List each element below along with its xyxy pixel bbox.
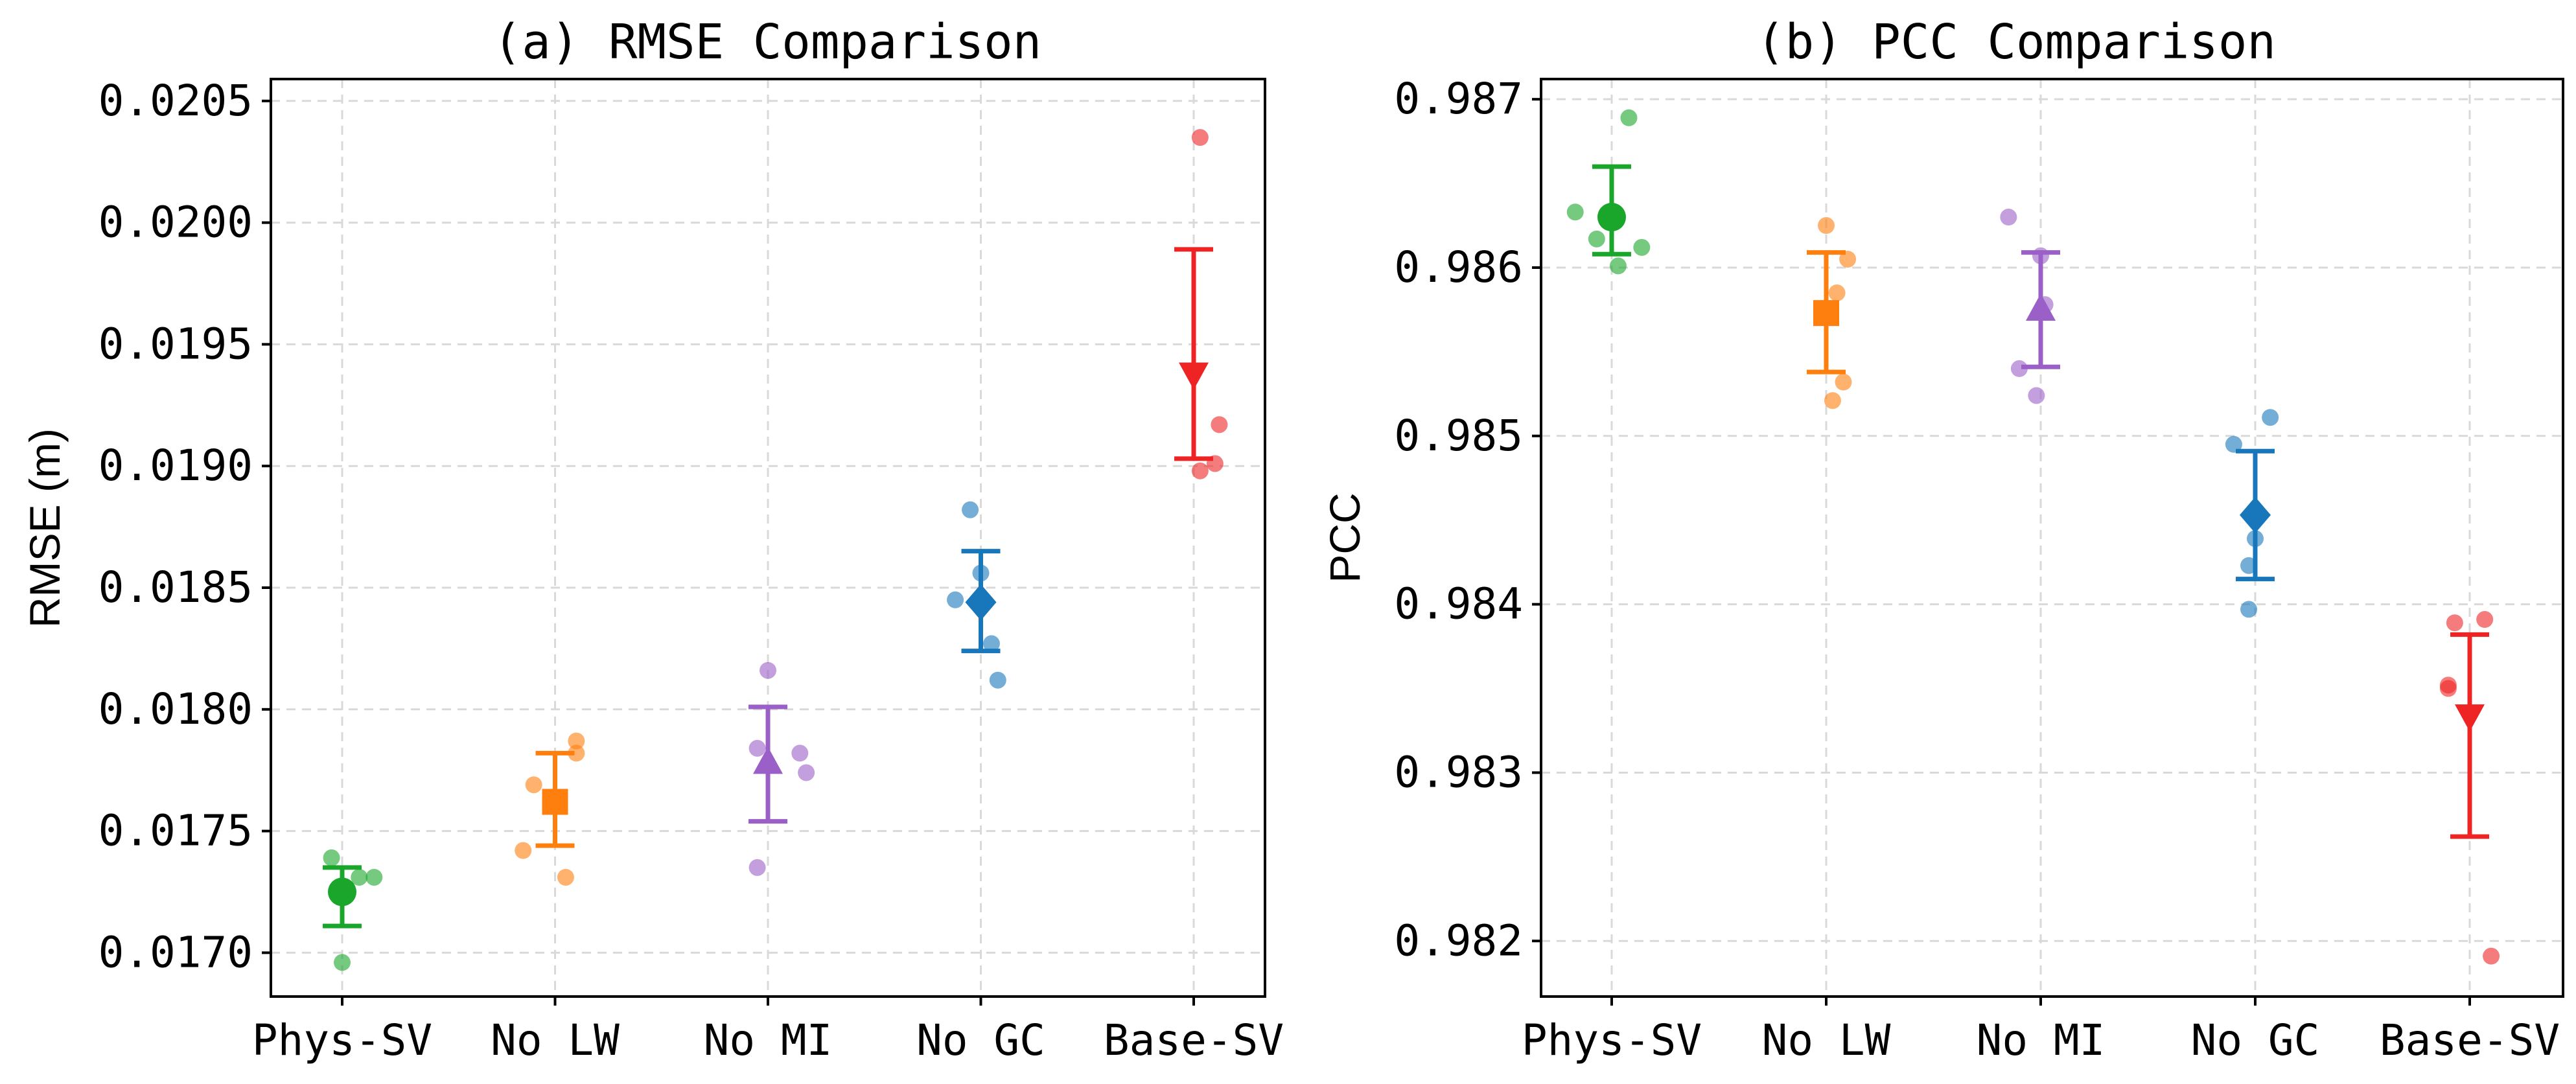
rmse-data-point-no-mi	[798, 764, 815, 781]
pcc-plot-frame	[1540, 78, 2564, 998]
pcc-x-ticks: Phys-SV No LW No MI No GC Base-SV	[1522, 997, 2560, 1065]
pcc-y-tick-label: 0.984	[1394, 579, 1523, 629]
rmse-y-tick-label: 0.0190	[99, 441, 253, 490]
rmse-data-point-no-mi	[760, 662, 776, 679]
rmse-mean-marker-no-lw	[542, 789, 568, 815]
rmse-data-point-base-sv	[1191, 129, 1209, 146]
rmse-data-point-no-mi	[748, 859, 766, 876]
pcc-y-tick-label: 0.987	[1394, 74, 1523, 124]
pcc-data-point-phys-sv	[1609, 257, 1627, 275]
pcc-errorbar-base-sv	[2450, 632, 2489, 839]
rmse-x-tick-label: Base-SV	[1104, 1015, 1284, 1065]
rmse-x-ticks: Phys-SV No LW No MI No GC Base-SV	[252, 997, 1284, 1065]
pcc-means	[1597, 203, 2485, 732]
rmse-errorbar-base-sv	[1174, 247, 1213, 461]
rmse-data-point-no-lw	[568, 732, 585, 750]
pcc-data-point-no-gc	[2262, 409, 2279, 426]
rmse-data-point-no-gc	[962, 501, 979, 518]
pcc-data-point-phys-sv	[1588, 230, 1605, 248]
rmse-x-tick-label: No GC	[916, 1015, 1045, 1065]
pcc-data-point-no-mi	[2010, 360, 2028, 377]
pcc-y-tick-label: 0.983	[1394, 747, 1523, 797]
rmse-y-axis-label: RMSE (m)	[21, 428, 69, 628]
rmse-data-point-phys-sv	[351, 868, 368, 886]
rmse-y-tick-label: 0.0195	[99, 319, 253, 369]
rmse-data-point-no-mi	[748, 739, 766, 757]
rmse-data-point-phys-sv	[366, 868, 383, 886]
rmse-data-point-base-sv	[1211, 416, 1228, 433]
rmse-y-tick-label: 0.0170	[99, 927, 253, 977]
pcc-data-point-no-gc	[2240, 601, 2258, 618]
pcc-mean-marker-no-lw	[1813, 300, 1839, 327]
rmse-y-tick-label: 0.0205	[99, 76, 253, 126]
pcc-y-tick-label: 0.982	[1394, 916, 1523, 965]
panel-rmse: 0.0170 0.0175 0.0180 0.0185 0.0190 0.0195 0.02…	[21, 14, 1284, 1065]
pcc-data-point-no-lw	[1828, 284, 1846, 301]
rmse-data-point-phys-sv	[323, 849, 340, 866]
pcc-data-point-no-lw	[1818, 217, 1835, 235]
pcc-data-point-base-sv	[2476, 611, 2494, 628]
rmse-data-point-no-lw	[568, 744, 585, 762]
panel-pcc: 0.982 0.983 0.984 0.985 0.986 0.987 Phys-SV No…	[1321, 14, 2564, 1065]
rmse-x-tick-label: No LW	[491, 1015, 620, 1065]
rmse-y-tick-label: 0.0175	[99, 806, 253, 856]
rmse-chart-title: (a) RMSE Comparison	[493, 14, 1041, 70]
pcc-x-tick-label: No GC	[2191, 1015, 2320, 1065]
pcc-x-tick-label: Base-SV	[2380, 1015, 2560, 1065]
pcc-mean-marker-phys-sv	[1597, 203, 1626, 232]
pcc-mean-marker-base-sv	[2455, 704, 2485, 732]
pcc-data-point-phys-sv	[1566, 203, 1584, 221]
pcc-chart-title: (b) PCC Comparison	[1756, 14, 2276, 70]
rmse-mean-marker-no-gc	[965, 584, 997, 621]
rmse-grid	[271, 79, 1265, 997]
rmse-y-tick-label: 0.0180	[99, 684, 253, 734]
pcc-data-point-phys-sv	[1620, 109, 1638, 126]
pcc-data-point-no-mi	[2028, 387, 2045, 404]
rmse-data-point-phys-sv	[334, 954, 351, 971]
rmse-data-point-no-gc	[989, 671, 1006, 689]
rmse-x-tick-label: Phys-SV	[252, 1015, 432, 1065]
pcc-data-point-phys-sv	[1633, 238, 1651, 256]
pcc-data-point-no-lw	[1839, 251, 1857, 268]
rmse-mean-marker-no-mi	[753, 746, 783, 774]
rmse-data-point-no-lw	[557, 868, 574, 886]
pcc-y-ticks: 0.982 0.983 0.984 0.985 0.986 0.987	[1394, 74, 1541, 965]
pcc-x-tick-label: Phys-SV	[1522, 1015, 1702, 1065]
pcc-data-point-base-sv	[2439, 680, 2457, 697]
rmse-y-ticks: 0.0170 0.0175 0.0180 0.0185 0.0190 0.0195 0.02…	[99, 76, 271, 977]
pcc-data-point-no-lw	[1835, 373, 1852, 391]
pcc-data-point-no-lw	[1824, 392, 1841, 409]
pcc-points	[1566, 109, 2500, 965]
rmse-mean-marker-base-sv	[1179, 362, 1209, 390]
rmse-data-point-no-lw	[525, 776, 542, 794]
rmse-data-point-no-gc	[947, 591, 964, 608]
pcc-data-point-no-mi	[2000, 209, 2017, 226]
pcc-mean-marker-no-mi	[2026, 293, 2056, 321]
pcc-data-point-base-sv	[2446, 614, 2463, 632]
rmse-data-point-no-lw	[515, 842, 532, 859]
pcc-y-tick-label: 0.985	[1394, 411, 1523, 461]
rmse-points	[323, 129, 1228, 971]
pcc-y-axis-label: PCC	[1321, 492, 1369, 582]
pcc-data-point-no-gc	[2225, 435, 2242, 453]
rmse-data-point-base-sv	[1191, 462, 1209, 479]
pcc-x-tick-label: No LW	[1762, 1015, 1891, 1065]
pcc-x-tick-label: No MI	[1977, 1015, 2106, 1065]
rmse-data-point-no-mi	[791, 744, 809, 762]
pcc-y-tick-label: 0.986	[1394, 242, 1523, 292]
pcc-mean-marker-no-gc	[2240, 496, 2271, 533]
rmse-x-tick-label: No MI	[704, 1015, 833, 1065]
rmse-data-point-no-gc	[982, 635, 1000, 652]
rmse-y-tick-label: 0.0200	[99, 198, 253, 248]
rmse-means	[328, 362, 1209, 906]
rmse-mean-marker-phys-sv	[328, 877, 356, 906]
pcc-data-point-base-sv	[2483, 947, 2500, 965]
rmse-y-tick-label: 0.0185	[99, 562, 253, 612]
